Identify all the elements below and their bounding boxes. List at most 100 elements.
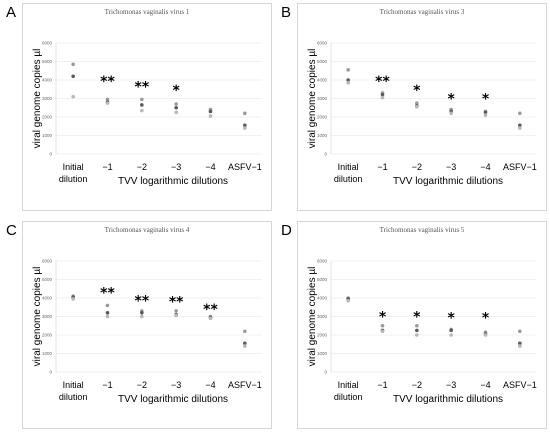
- x-tick-label: −4: [205, 162, 215, 172]
- y-tick-label: 3000: [317, 314, 328, 319]
- y-tick-label: 2000: [317, 333, 328, 338]
- data-point: [71, 74, 75, 79]
- x-tick-label: −3: [446, 162, 456, 172]
- data-point: [380, 323, 385, 328]
- data-point: [140, 97, 144, 102]
- x-axis-label: TVV logarithmic dilutions: [118, 394, 228, 405]
- data-point: [208, 109, 213, 114]
- data-point: [415, 333, 419, 337]
- x-tick-label-line: Initial: [63, 380, 84, 390]
- y-tick-label: 0: [324, 152, 327, 157]
- data-point: [71, 62, 75, 67]
- x-axis-label: TVV logarithmic dilutions: [393, 394, 503, 405]
- x-tick-label-line: ASFV−1: [503, 162, 537, 172]
- y-tick-label: 6000: [42, 41, 53, 46]
- data-point: [243, 341, 247, 346]
- x-tick-label-line: ASFV−1: [503, 380, 537, 390]
- data-point: [174, 309, 178, 313]
- y-tick-label: 6000: [317, 259, 328, 264]
- data-point: [483, 113, 488, 117]
- x-tick-label-line: −3: [446, 380, 456, 390]
- significance-marker: **: [169, 295, 184, 311]
- x-tick-label-line: −2: [412, 380, 422, 390]
- x-tick-label: −3: [446, 380, 456, 390]
- panel-c: C Trichomonas vaginalis virus 4 0 1000 200…: [0, 218, 275, 435]
- data-point: [449, 111, 453, 116]
- x-tick-label: Initial dilution: [334, 380, 363, 402]
- y-axis-label: viral genome copies µl: [32, 49, 43, 149]
- panel-b: B Trichomonas vaginalis virus 3 0 1000 200…: [275, 0, 550, 217]
- x-tick-label-line: −3: [171, 162, 181, 172]
- x-tick-label-line: −3: [446, 162, 456, 172]
- y-tick-label: 2000: [317, 115, 328, 120]
- data-point: [140, 108, 144, 113]
- y-tick-label: 4000: [317, 78, 328, 83]
- data-point: [518, 344, 522, 348]
- panel-frame: Trichomonas vaginalis virus 1: [22, 3, 272, 211]
- y-tick-label: 5000: [42, 277, 53, 282]
- data-point: [105, 314, 110, 319]
- y-tick-label: 6000: [317, 41, 328, 46]
- y-axis-label: viral genome copies µl: [307, 49, 318, 149]
- x-tick-label: Initial dilution: [334, 162, 363, 184]
- data-point: [105, 311, 110, 315]
- x-tick-label: ASFV−1: [503, 380, 537, 390]
- panel-frame: Trichomonas vaginalis virus 4: [22, 221, 272, 429]
- significance-marker: **: [135, 79, 150, 95]
- data-point: [483, 110, 488, 115]
- x-tick-label: −2: [412, 162, 422, 172]
- data-point: [243, 344, 247, 348]
- chart-title: Trichomonas vaginalis virus 5: [379, 226, 465, 234]
- x-tick-label: Initial dilution: [59, 162, 88, 184]
- data-point: [518, 341, 522, 346]
- x-tick-label: −1: [102, 162, 112, 172]
- data-point: [174, 313, 178, 318]
- data-point: [380, 95, 385, 100]
- y-tick-label: 1000: [42, 351, 53, 356]
- data-point: [174, 105, 178, 110]
- chart-title: Trichomonas vaginalis virus 3: [379, 8, 465, 16]
- significance-marker: *: [482, 91, 490, 107]
- data-point: [518, 111, 522, 116]
- significance-marker: **: [375, 74, 390, 90]
- panel-frame: Trichomonas vaginalis virus 5: [297, 221, 547, 429]
- y-axis-label: viral genome copies µl: [32, 267, 43, 367]
- chart-svg: 0 1000 2000 3000 4000 5000 6000 viral genome co…: [307, 41, 537, 187]
- x-tick-label-line: −4: [205, 162, 215, 172]
- data-point: [174, 102, 178, 106]
- significance-marker: *: [482, 310, 490, 326]
- x-tick-label: −1: [377, 162, 387, 172]
- x-tick-label-line: −1: [377, 380, 387, 390]
- y-axis-label: viral genome copies µl: [307, 267, 318, 367]
- y-tick-label: 6000: [42, 259, 53, 264]
- y-tick-label: 3000: [317, 96, 328, 101]
- chart-title: Trichomonas vaginalis virus 4: [104, 226, 190, 234]
- significance-marker: *: [448, 310, 456, 326]
- x-tick-label-line: −4: [480, 380, 490, 390]
- significance-marker: *: [379, 309, 387, 325]
- x-tick-label-line: −2: [412, 162, 422, 172]
- y-tick-label: 0: [49, 370, 52, 375]
- panel-letter: D: [281, 222, 292, 239]
- x-tick-label-line: dilution: [59, 174, 88, 184]
- data-point: [415, 105, 419, 109]
- x-tick-label-line: −2: [137, 380, 147, 390]
- y-tick-label: 3000: [42, 96, 53, 101]
- panel-frame: Trichomonas vaginalis virus 3: [297, 3, 547, 211]
- y-tick-label: 1000: [317, 351, 328, 356]
- x-tick-label-line: Initial: [63, 162, 84, 172]
- data-point: [518, 329, 522, 334]
- x-tick-label: −3: [171, 162, 181, 172]
- data-point: [140, 311, 144, 315]
- data-point: [415, 101, 419, 105]
- significance-marker: *: [413, 83, 421, 99]
- data-point: [380, 329, 385, 334]
- panel-letter: A: [6, 4, 17, 21]
- x-tick-label: ASFV−1: [228, 380, 262, 390]
- x-axis-label: TVV logarithmic dilutions: [118, 176, 228, 187]
- x-tick-label-line: −1: [102, 162, 112, 172]
- x-tick-label: −3: [171, 380, 181, 390]
- significance-marker: *: [413, 309, 421, 325]
- panel-a: A Trichomonas vaginalis virus 1 0 1000 200…: [0, 0, 275, 217]
- data-point: [518, 126, 522, 130]
